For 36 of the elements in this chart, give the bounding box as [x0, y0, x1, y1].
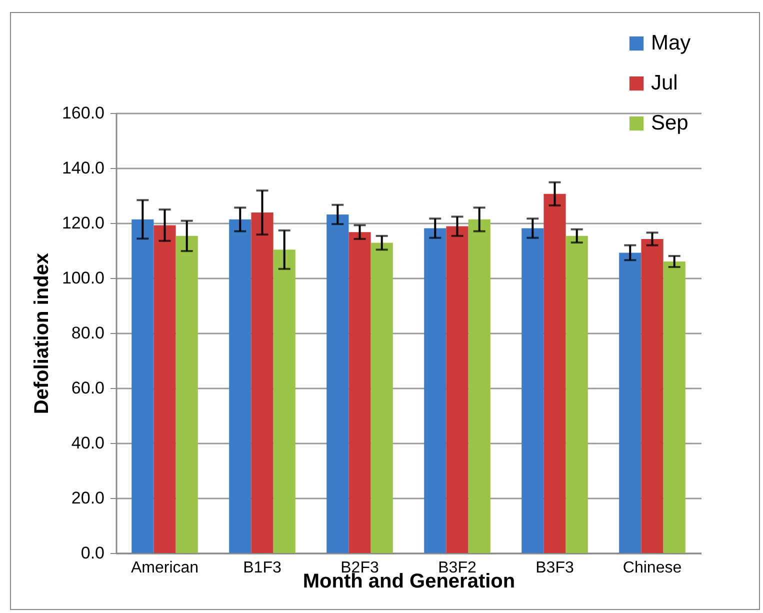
bar [229, 219, 252, 553]
bar [424, 228, 446, 553]
bar [663, 262, 686, 553]
legend-label: Jul [651, 72, 678, 94]
bar [154, 225, 176, 553]
x-tick-label: B1F3 [243, 560, 282, 576]
bar [326, 214, 349, 553]
x-tick-label: B3F3 [536, 560, 574, 576]
y-tick-label: 120.0 [62, 214, 104, 232]
bar [468, 219, 490, 553]
y-tick-label: 80.0 [71, 324, 104, 342]
bar [446, 226, 468, 553]
y-tick-label: 40.0 [71, 434, 104, 452]
bar [641, 238, 664, 553]
x-tick-label: Chinese [622, 560, 682, 576]
legend-label: Sep [651, 112, 688, 134]
x-tick-label: American [130, 560, 199, 576]
y-tick-label: 160.0 [62, 104, 104, 122]
y-tick-label: 0.0 [80, 544, 104, 562]
bar [251, 212, 274, 553]
x-tick-label: B3F2 [438, 560, 476, 576]
y-tick-label: 20.0 [71, 488, 104, 508]
bar [176, 236, 198, 553]
legend-label: May [651, 32, 692, 54]
bar [348, 232, 371, 553]
bar [544, 194, 566, 553]
y-axis-title: Defoliation index [30, 252, 53, 414]
bar [132, 219, 154, 553]
bar [273, 250, 296, 553]
bar [619, 252, 642, 553]
y-tick-label: 60.0 [71, 378, 104, 398]
y-tick-label: 140.0 [62, 158, 104, 178]
bar [566, 236, 588, 553]
bar [370, 242, 393, 553]
bar [522, 228, 544, 553]
y-tick-label: 100.0 [62, 268, 104, 288]
